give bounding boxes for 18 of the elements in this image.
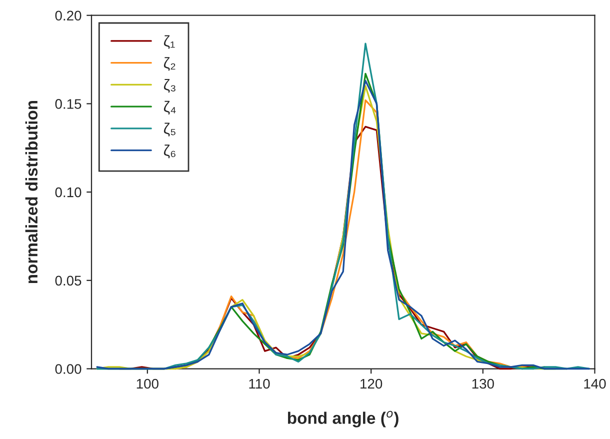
y-axis-title: normalized distribution bbox=[25, 100, 38, 284]
y-tick-label: 0.00 bbox=[55, 364, 82, 374]
x-tick-label: 120 bbox=[360, 378, 382, 389]
x-tick-label: 110 bbox=[249, 378, 270, 389]
y-tick-label: 0.10 bbox=[55, 187, 82, 198]
x-tick-label: 140 bbox=[584, 378, 606, 389]
legend-label: ζ₂ bbox=[164, 57, 176, 71]
y-tick-label: 0.05 bbox=[55, 276, 82, 286]
x-axis-title: bond angle ($^{o}$) bbox=[288, 410, 398, 428]
legend-label: ζ₃ bbox=[164, 78, 176, 93]
legend-label: ζ₆ bbox=[164, 144, 176, 158]
legend-label: ζ₅ bbox=[164, 122, 176, 136]
y-tick-label: 0.20 bbox=[55, 10, 82, 21]
legend-label: ζ₁ bbox=[164, 35, 175, 49]
x-tick-label: 130 bbox=[472, 378, 494, 389]
y-tick-label: 0.15 bbox=[55, 99, 82, 109]
x-tick-label: 100 bbox=[136, 378, 158, 389]
legend-label: ζ₄ bbox=[164, 100, 176, 115]
